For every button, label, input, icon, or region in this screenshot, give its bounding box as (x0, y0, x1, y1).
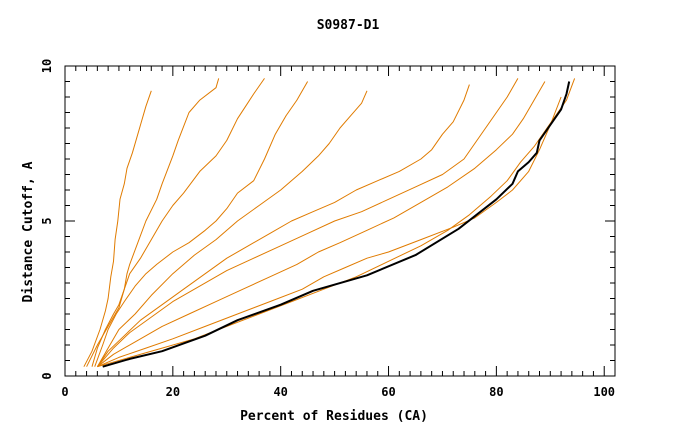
axis-ticks: 0 20 40 60 80 100 0 5 10 (40, 59, 615, 399)
x-tick-label: 100 (593, 385, 615, 399)
series-line (94, 81, 309, 367)
y-tick-label: 5 (40, 217, 54, 224)
x-tick-label: 80 (489, 385, 503, 399)
x-tick-label: 60 (381, 385, 395, 399)
x-tick-label: 0 (61, 385, 68, 399)
x-tick-label: 20 (166, 385, 180, 399)
y-axis-label: Distance Cutoff, A (21, 161, 36, 302)
plot-frame (64, 65, 616, 377)
chart-title: S0987-D1 (317, 18, 380, 33)
y-tick-label: 0 (40, 372, 54, 379)
series-line (96, 90, 368, 367)
series-line-highlight (102, 81, 571, 368)
x-axis-label: Percent of Residues (CA) (240, 409, 428, 424)
series-line (97, 96, 562, 368)
series-line (97, 81, 546, 368)
series-line (96, 84, 470, 367)
series-group (83, 78, 576, 368)
y-tick-label: 10 (40, 59, 54, 73)
x-tick-label: 40 (273, 385, 287, 399)
series-line (86, 78, 220, 367)
series-line (83, 90, 152, 367)
series-line (97, 78, 519, 368)
series-line (91, 78, 265, 367)
